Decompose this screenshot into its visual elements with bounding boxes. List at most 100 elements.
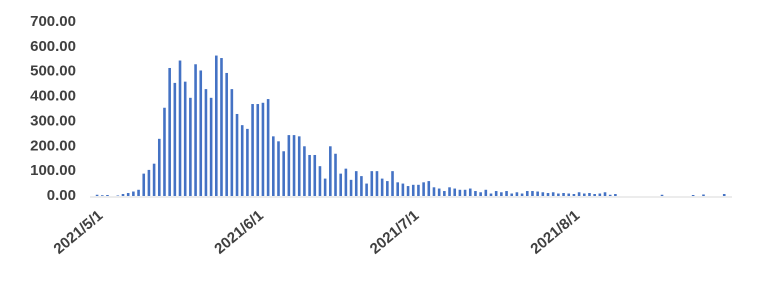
- bar: [179, 61, 182, 196]
- bar: [288, 135, 291, 196]
- bar: [350, 180, 353, 196]
- y-tick-label: 400.00: [30, 88, 76, 105]
- bar: [510, 194, 513, 196]
- bar: [552, 192, 555, 196]
- bar: [303, 146, 306, 196]
- bar: [158, 139, 161, 196]
- bar: [692, 195, 695, 196]
- bar: [526, 191, 529, 196]
- bar: [142, 174, 145, 196]
- bar: [661, 195, 664, 196]
- bar: [308, 155, 311, 196]
- bar: [246, 129, 249, 196]
- bar: [205, 89, 208, 196]
- y-tick-label: 600.00: [30, 38, 76, 55]
- bar: [516, 192, 519, 196]
- bar: [479, 192, 482, 196]
- bar: [578, 192, 581, 196]
- bar: [422, 182, 425, 196]
- bar: [599, 194, 602, 196]
- bar: [256, 104, 259, 196]
- bar: [122, 194, 125, 196]
- bar: [573, 194, 576, 196]
- y-tick-label: 500.00: [30, 63, 76, 80]
- y-tick-label: 100.00: [30, 162, 76, 179]
- bar: [298, 136, 301, 196]
- bar: [376, 171, 379, 196]
- bar: [448, 187, 451, 196]
- bar: [536, 192, 539, 196]
- bar: [96, 195, 99, 196]
- y-tick-label: 700.00: [30, 13, 76, 30]
- bar: [485, 190, 488, 196]
- bar: [282, 151, 285, 196]
- bar: [334, 154, 337, 196]
- bar: [505, 191, 508, 196]
- bar: [412, 185, 415, 196]
- bar: [453, 189, 456, 196]
- bar: [215, 56, 218, 196]
- y-tick-label: 0.00: [47, 187, 76, 204]
- bar: [407, 186, 410, 196]
- bar: [547, 193, 550, 196]
- bar: [324, 179, 327, 196]
- bar: [588, 193, 591, 196]
- bar: [174, 83, 177, 196]
- bar: [500, 192, 503, 196]
- bar: [194, 64, 197, 196]
- bar: [474, 191, 477, 196]
- bar: [277, 141, 280, 196]
- bar: [137, 190, 140, 196]
- bar: [723, 194, 726, 196]
- bar: [443, 191, 446, 196]
- bar: [562, 193, 565, 196]
- y-tick-label: 200.00: [30, 137, 76, 154]
- bar: [370, 171, 373, 196]
- bar: [567, 194, 570, 196]
- bar: [557, 194, 560, 196]
- bar: [210, 98, 213, 196]
- bar: [593, 194, 596, 196]
- bar: [381, 179, 384, 196]
- bar: [319, 166, 322, 196]
- bar: [490, 194, 493, 196]
- bar: [267, 99, 270, 196]
- bar: [604, 192, 607, 196]
- bar: [614, 194, 617, 196]
- bar: [251, 104, 254, 196]
- bar: [345, 169, 348, 196]
- bar: [106, 195, 109, 196]
- bar: [521, 194, 524, 196]
- bar: [386, 181, 389, 196]
- bar: [236, 114, 239, 196]
- bar: [433, 187, 436, 196]
- bar: [609, 195, 612, 196]
- bar: [231, 89, 234, 196]
- bar: [355, 171, 358, 196]
- bar: [127, 193, 130, 196]
- bar: [464, 190, 467, 196]
- bar: [225, 73, 228, 196]
- bar: [495, 191, 498, 196]
- bar: [272, 136, 275, 196]
- bar: [402, 184, 405, 196]
- bar: [417, 185, 420, 196]
- bar: [391, 171, 394, 196]
- bar: [220, 58, 223, 196]
- bar: [438, 189, 441, 196]
- chart: 0.00100.00200.00300.00400.00500.00600.00…: [0, 0, 760, 292]
- bar: [459, 190, 462, 196]
- bar: [132, 192, 135, 196]
- bar: [168, 68, 171, 196]
- bar: [469, 189, 472, 196]
- bar: [339, 174, 342, 196]
- bar: [163, 108, 166, 196]
- bar: [427, 181, 430, 196]
- bar: [101, 195, 104, 196]
- bar: [199, 70, 202, 196]
- bar: [583, 194, 586, 196]
- bar: [293, 135, 296, 196]
- bar: [365, 184, 368, 196]
- bar: [542, 192, 545, 196]
- bar: [184, 82, 187, 196]
